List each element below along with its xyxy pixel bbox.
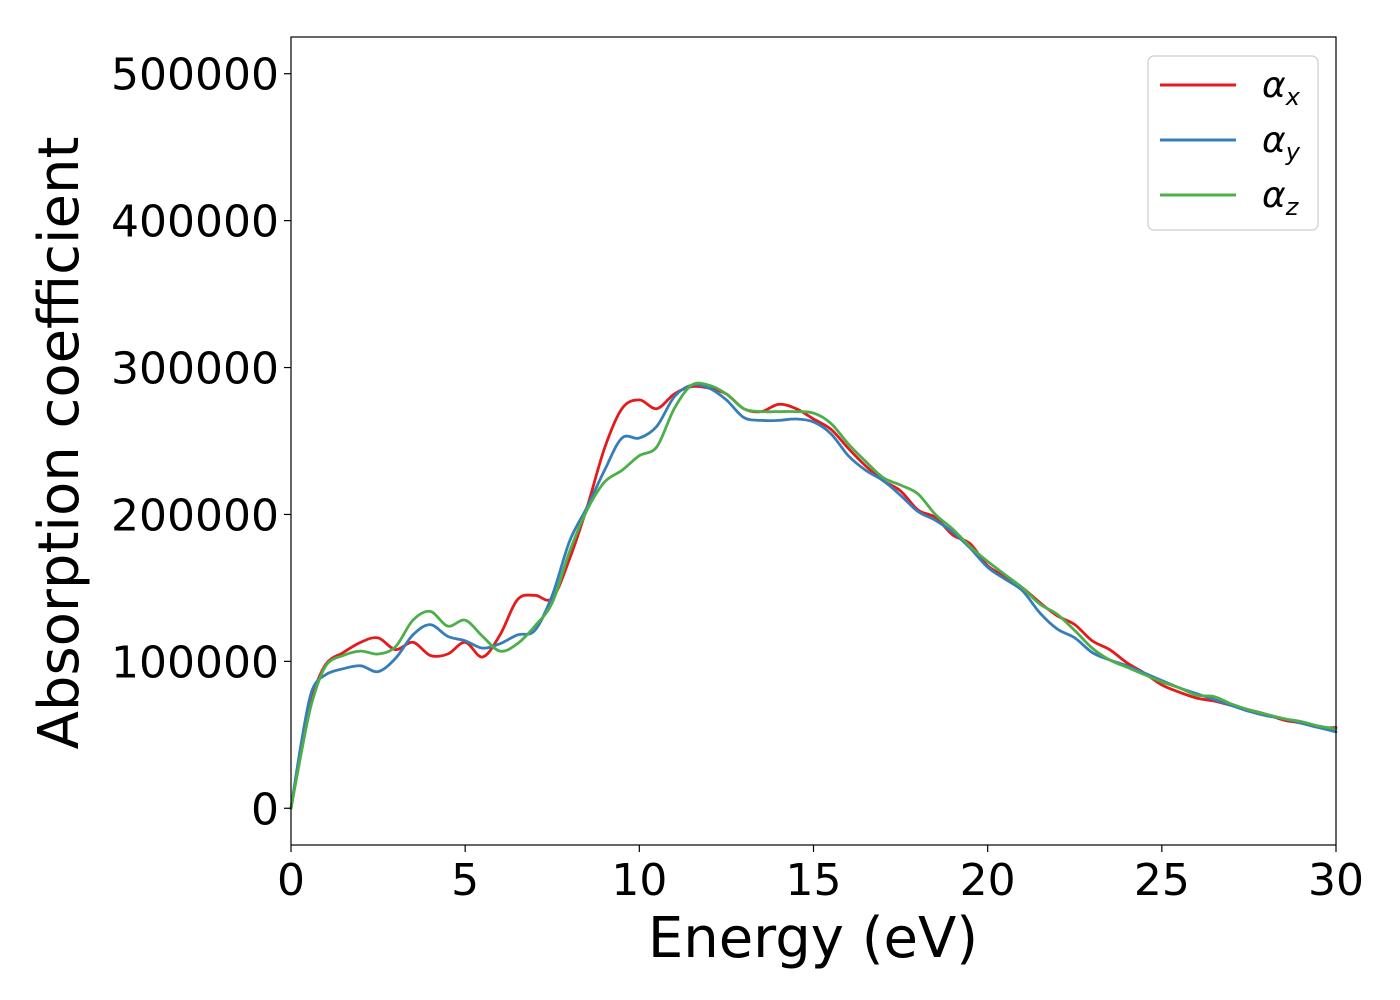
y-tick-label: 100000: [111, 637, 279, 688]
x-tick-label: 5: [451, 855, 479, 906]
y-tick-label: 400000: [111, 197, 279, 248]
x-tick-label: 0: [277, 855, 305, 906]
x-tick-label: 20: [960, 855, 1016, 906]
y-axis-label: Absorption coefficient: [27, 137, 92, 750]
y-tick-label: 300000: [111, 344, 279, 395]
x-tick-label: 30: [1308, 855, 1364, 906]
y-tick-label: 0: [251, 784, 279, 835]
series-line-z: [289, 381, 1338, 810]
plot-frame: [290, 36, 1337, 846]
series-line-x: [289, 384, 1338, 810]
legend-box: [1147, 55, 1319, 231]
x-tick-label: 15: [786, 855, 842, 906]
ticks-layer: 0 5 10 15 20 25 30 0 100000 200000 300000 400000 500…: [111, 50, 1364, 906]
series-layer: [289, 381, 1338, 810]
y-tick-label: 500000: [111, 50, 279, 101]
x-axis-label: Energy (eV): [648, 906, 978, 971]
y-tick-label: 200000: [111, 490, 279, 541]
x-tick-label: 10: [611, 855, 667, 906]
x-tick-label: 25: [1134, 855, 1190, 906]
